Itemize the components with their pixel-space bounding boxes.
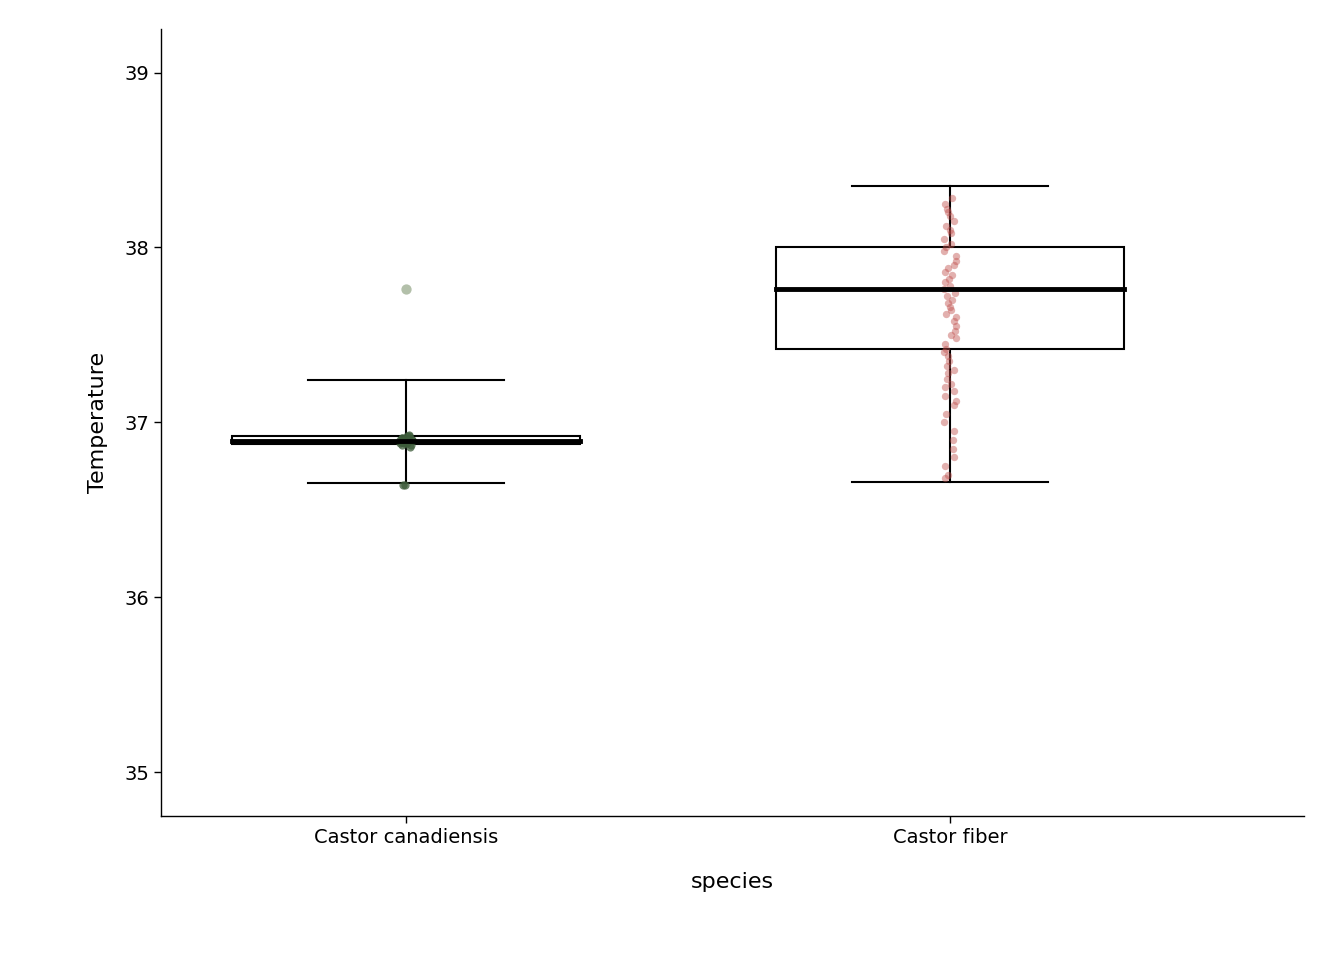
Point — [934, 380, 956, 396]
Point — [939, 278, 961, 294]
Point — [942, 441, 964, 456]
Point — [390, 432, 411, 447]
Point — [941, 327, 962, 343]
Point — [943, 313, 965, 328]
Point — [938, 366, 960, 381]
Point — [934, 196, 956, 211]
Point — [938, 208, 960, 224]
Point — [934, 459, 956, 474]
Point — [392, 432, 414, 447]
Point — [935, 406, 957, 421]
Point — [934, 243, 956, 258]
Point — [946, 394, 968, 409]
Point — [938, 272, 960, 287]
Point — [934, 389, 956, 404]
Point — [945, 310, 966, 325]
Point — [943, 383, 965, 398]
Point — [398, 429, 419, 444]
Point — [391, 438, 413, 453]
Point — [935, 219, 957, 234]
Point — [402, 432, 423, 447]
Point — [941, 292, 962, 307]
Point — [402, 432, 423, 447]
Point — [943, 362, 965, 377]
Point — [939, 302, 961, 318]
Point — [942, 432, 964, 447]
Point — [937, 359, 958, 374]
Point — [939, 376, 961, 392]
Point — [396, 429, 418, 444]
Point — [937, 371, 958, 386]
Point — [934, 336, 956, 351]
Point — [939, 300, 961, 315]
Point — [391, 430, 413, 445]
Point — [933, 345, 954, 360]
Point — [943, 449, 965, 465]
Point — [933, 415, 954, 430]
X-axis label: species: species — [691, 872, 774, 892]
Point — [945, 285, 966, 300]
Point — [941, 226, 962, 241]
Point — [938, 353, 960, 369]
FancyBboxPatch shape — [233, 437, 581, 444]
Point — [391, 434, 413, 449]
Y-axis label: Temperature: Temperature — [87, 351, 108, 493]
Point — [937, 348, 958, 364]
Point — [938, 204, 960, 220]
Point — [388, 436, 410, 451]
Point — [401, 438, 422, 453]
Point — [394, 436, 415, 451]
Point — [942, 268, 964, 283]
Point — [945, 319, 966, 334]
Point — [395, 436, 417, 451]
Point — [391, 430, 413, 445]
Point — [945, 331, 966, 347]
Point — [937, 289, 958, 304]
FancyBboxPatch shape — [775, 248, 1124, 348]
Point — [933, 282, 954, 298]
Point — [399, 440, 421, 455]
Point — [396, 436, 418, 451]
Point — [934, 264, 956, 279]
Point — [945, 253, 966, 269]
Point — [945, 324, 966, 339]
Point — [395, 282, 417, 298]
Point — [934, 470, 956, 486]
Point — [937, 202, 958, 217]
Point — [943, 423, 965, 439]
Point — [933, 231, 954, 247]
Point — [398, 427, 419, 443]
Point — [943, 397, 965, 413]
Point — [392, 478, 414, 493]
Point — [391, 434, 413, 449]
Point — [935, 341, 957, 356]
Point — [941, 236, 962, 252]
Point — [934, 275, 956, 290]
Point — [938, 468, 960, 483]
Point — [943, 257, 965, 273]
Point — [394, 478, 415, 493]
Point — [935, 240, 957, 255]
Point — [943, 213, 965, 228]
Point — [937, 296, 958, 311]
Point — [937, 261, 958, 276]
Point — [935, 306, 957, 322]
Point — [939, 223, 961, 238]
Point — [941, 191, 962, 206]
Point — [945, 249, 966, 264]
